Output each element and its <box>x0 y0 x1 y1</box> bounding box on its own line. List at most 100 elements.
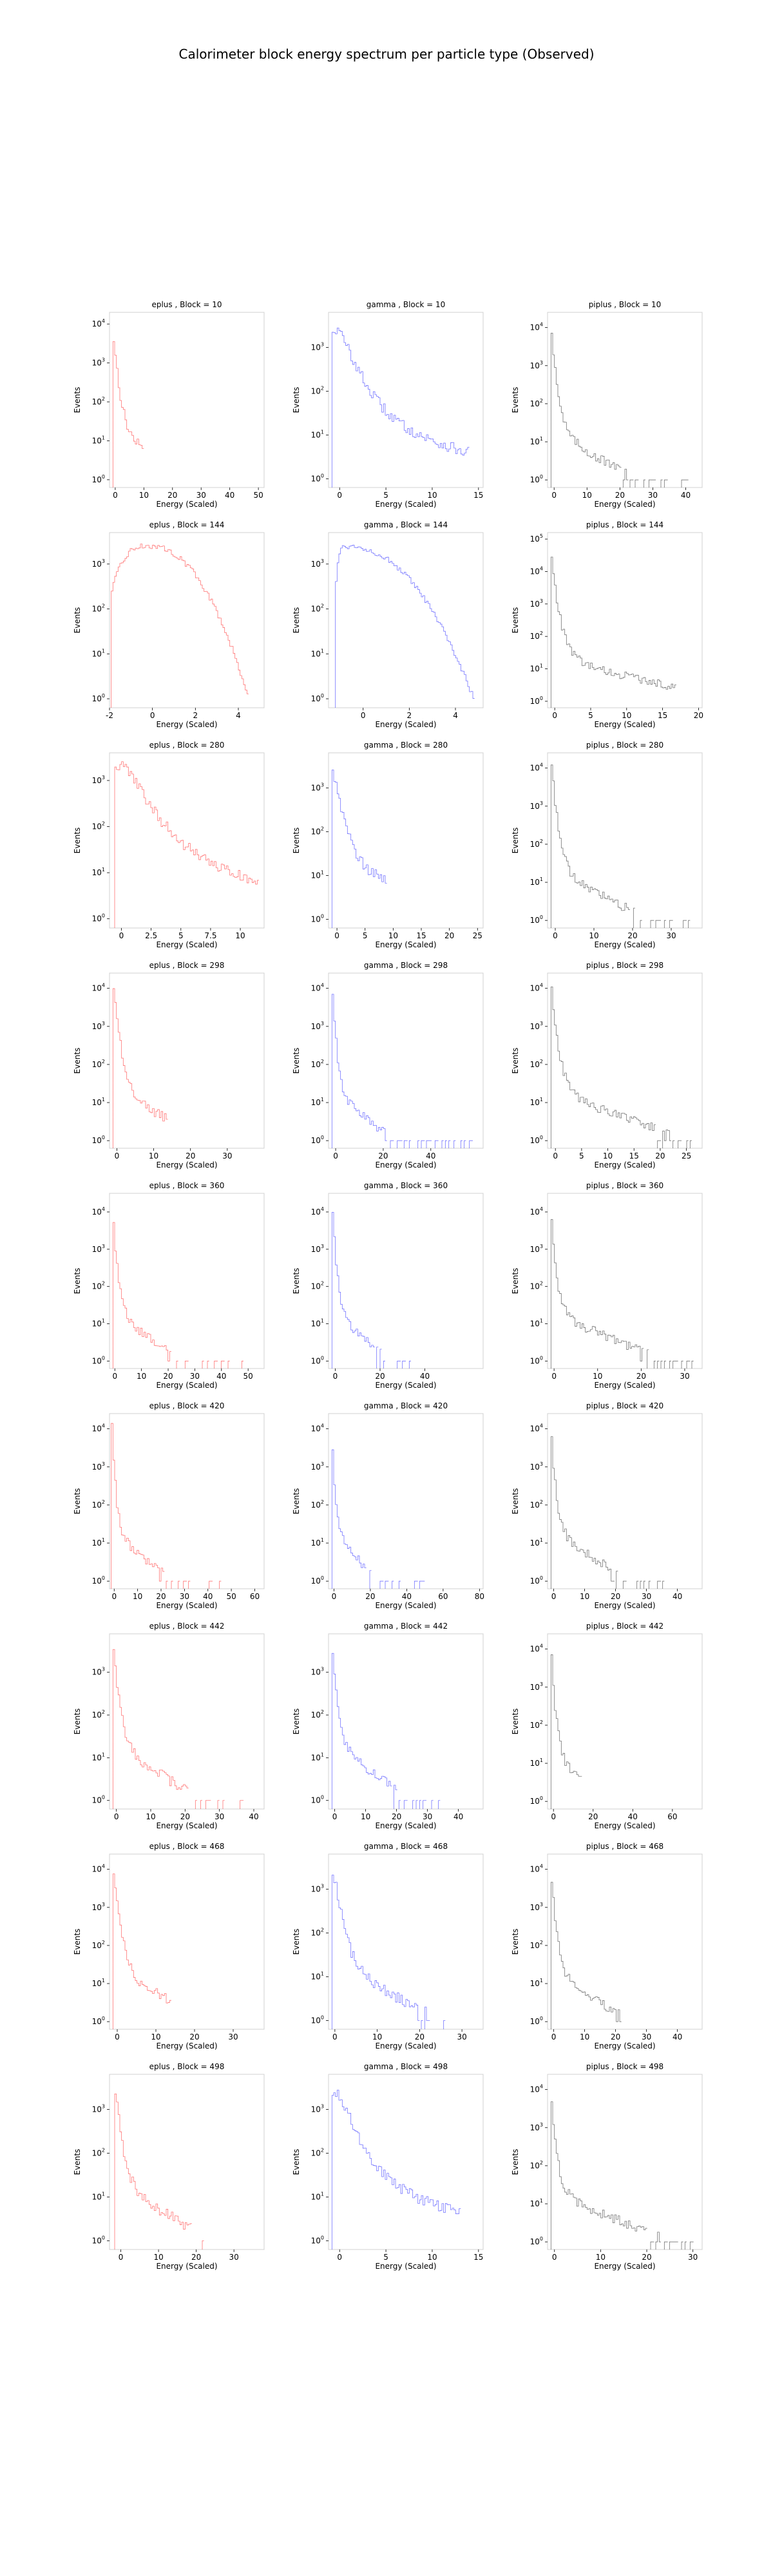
x-tick-label: 25 <box>473 931 482 940</box>
y-tick-label: 100 <box>92 1355 105 1365</box>
y-tick-label: 101 <box>530 2198 543 2208</box>
x-tick-label: 20 <box>180 1812 190 1821</box>
histogram-series <box>550 764 691 928</box>
y-tick-exponent: 1 <box>321 1971 324 1976</box>
x-tick-label: 30 <box>642 1592 651 1601</box>
y-tick-label: 102 <box>311 2147 324 2157</box>
y-tick-exponent: 1 <box>540 2198 543 2204</box>
y-tick-label: 102 <box>311 385 324 395</box>
y-tick-label: 101 <box>92 435 105 445</box>
x-tick-label: 10 <box>235 931 245 940</box>
axes-frame <box>109 1633 265 1810</box>
y-tick-label: 101 <box>530 436 543 446</box>
y-tick-exponent: 1 <box>102 1097 105 1103</box>
x-axis-label: Energy (Scaled) <box>375 2262 436 2271</box>
x-axis-label: Energy (Scaled) <box>156 2262 217 2271</box>
panel-title: gamma , Block = 498 <box>364 2062 448 2071</box>
y-tick-label: 103 <box>311 1667 324 1677</box>
histogram-series <box>331 1653 441 1809</box>
x-tick-label: 10 <box>580 1592 589 1601</box>
x-axis-label: Energy (Scaled) <box>375 500 436 509</box>
x-axis-label: Energy (Scaled) <box>594 500 655 509</box>
x-tick-label: 10 <box>388 931 398 940</box>
axes-frame <box>109 312 265 488</box>
y-tick-exponent: 3 <box>102 2103 105 2109</box>
x-tick-label: 0 <box>150 711 155 720</box>
x-tick-label: 10 <box>153 2253 163 2262</box>
y-tick-label: 100 <box>92 1575 105 1586</box>
x-tick-label: 0 <box>113 491 118 500</box>
x-tick-label: 40 <box>673 2032 682 2041</box>
y-axis-label: Events <box>511 1488 520 1515</box>
axes-frame <box>109 1853 265 2030</box>
y-tick-label: 100 <box>92 693 105 703</box>
y-tick-exponent: 4 <box>540 1423 543 1429</box>
x-tick-label: 0 <box>119 2253 124 2262</box>
x-tick-label: 30 <box>190 1372 200 1381</box>
y-tick-label: 100 <box>92 2235 105 2245</box>
y-tick-label: 103 <box>311 341 324 352</box>
y-tick-label: 101 <box>92 1752 105 1762</box>
x-tick-label: 10 <box>137 1372 146 1381</box>
y-tick-label: 102 <box>92 1499 105 1510</box>
y-tick-exponent: 0 <box>321 1135 324 1141</box>
x-tick-label: 0 <box>551 1812 556 1821</box>
x-tick-label: 40 <box>216 1372 226 1381</box>
x-tick-label: 5 <box>383 2253 388 2262</box>
y-tick-exponent: 2 <box>321 603 324 609</box>
x-tick-label: 30 <box>222 1151 232 1160</box>
x-axis-label: Energy (Scaled) <box>156 1160 217 1170</box>
x-tick-label: 20 <box>611 1592 620 1601</box>
histogram-series <box>550 332 689 488</box>
panel-title: piplus , Block = 442 <box>586 1622 663 1631</box>
panel-title: gamma , Block = 420 <box>364 1401 448 1410</box>
y-tick-exponent: 0 <box>102 1355 105 1361</box>
y-tick-label: 103 <box>92 775 105 785</box>
y-tick-exponent: 0 <box>540 914 543 920</box>
x-tick-label: 10 <box>603 1151 613 1160</box>
y-tick-label: 100 <box>92 913 105 923</box>
axes-frame <box>109 1413 265 1589</box>
y-tick-label: 104 <box>311 983 324 993</box>
y-tick-exponent: 2 <box>321 385 324 391</box>
y-axis-label: Events <box>73 607 82 634</box>
histogram-panel: eplus , Block = 144-2 0 2 4100101102103Ener… <box>73 520 265 729</box>
x-tick-label: 30 <box>648 491 658 500</box>
x-tick-label: 30 <box>423 1812 432 1821</box>
y-tick-exponent: 2 <box>102 396 105 402</box>
y-tick-exponent: 3 <box>102 775 105 781</box>
x-axis-label: Energy (Scaled) <box>594 2041 655 2050</box>
y-tick-exponent: 1 <box>102 1537 105 1543</box>
y-tick-label: 100 <box>530 696 543 706</box>
y-tick-exponent: 5 <box>540 533 543 539</box>
y-tick-label: 102 <box>530 838 543 849</box>
y-tick-exponent: 2 <box>102 1499 105 1505</box>
x-tick-label: 40 <box>420 1372 430 1381</box>
x-tick-label: 0 <box>552 711 557 720</box>
histogram-series <box>550 2101 694 2249</box>
y-tick-exponent: 3 <box>321 1244 324 1249</box>
y-tick-label: 101 <box>530 663 543 674</box>
y-tick-exponent: 3 <box>540 360 543 366</box>
y-tick-label: 103 <box>92 1902 105 1912</box>
y-tick-label: 100 <box>311 693 324 703</box>
axes-frame <box>328 1413 484 1589</box>
axes-frame <box>547 1413 703 1589</box>
histogram-series <box>550 556 676 708</box>
y-tick-exponent: 3 <box>540 1244 543 1249</box>
y-tick-exponent: 0 <box>102 1795 105 1801</box>
histogram-series <box>114 761 259 928</box>
x-tick-label: 20 <box>444 931 454 940</box>
y-tick-exponent: 2 <box>102 2147 105 2153</box>
x-tick-label: 30 <box>642 2032 651 2041</box>
y-tick-label: 102 <box>92 396 105 406</box>
y-tick-exponent: 4 <box>540 322 543 328</box>
panel-title: eplus , Block = 360 <box>149 1181 225 1190</box>
x-tick-label: 20 <box>378 1151 388 1160</box>
y-tick-label: 102 <box>311 603 324 614</box>
panel-title: piplus , Block = 468 <box>586 1842 663 1851</box>
panel-title: eplus , Block = 298 <box>149 961 225 970</box>
x-tick-label: 0 <box>114 1812 119 1821</box>
